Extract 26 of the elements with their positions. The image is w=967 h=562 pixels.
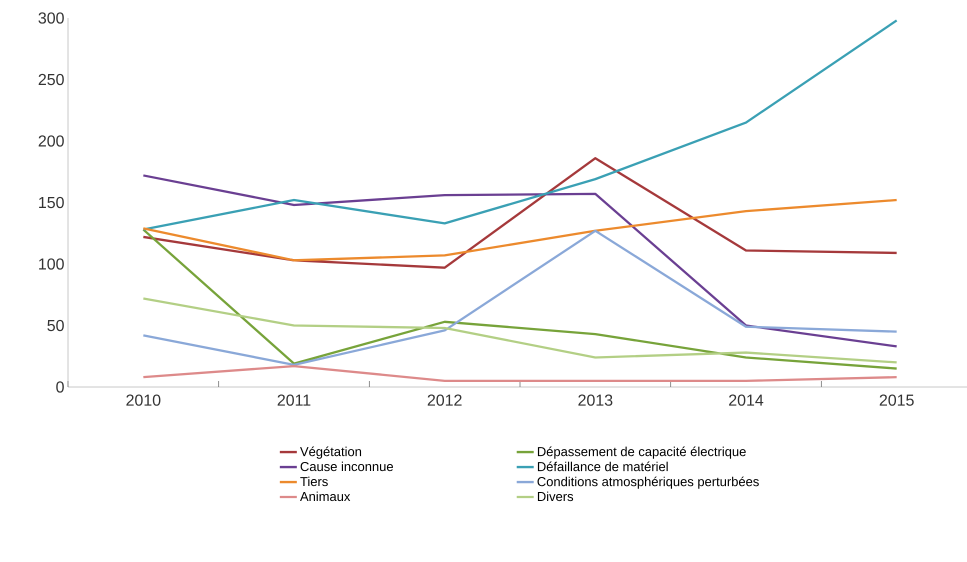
x-tick-label: 2011 (278, 394, 310, 406)
legend-label: Animaux (300, 492, 350, 502)
legend-label: Cause inconnue (300, 462, 393, 472)
legend-label: Végétation (300, 446, 362, 459)
line-series (142, 297, 898, 364)
y-tick-label: 300 (38, 12, 64, 24)
line-series (142, 174, 898, 348)
legend-label: Dépassement de capacité électrique (538, 446, 746, 459)
legend-label: Divers (538, 492, 574, 502)
x-tick-label: 2010 (126, 394, 160, 406)
legend-label: Tiers (300, 476, 328, 486)
y-tick-label: 150 (39, 196, 64, 208)
y-tick-label: 200 (38, 135, 64, 147)
y-tick-label: 0 (56, 381, 64, 393)
legend-label: Défaillance de matériel (538, 462, 668, 472)
y-tick-label: 250 (38, 74, 64, 86)
legend-label: Conditions atmosphériques perturbées (538, 476, 759, 489)
y-tick-label: 100 (39, 258, 64, 270)
x-tick-label: 2013 (578, 394, 612, 406)
x-tick-label: 2012 (428, 394, 462, 406)
y-tick-label: 50 (47, 320, 64, 332)
line-series (142, 157, 898, 269)
x-tick-label: 2014 (729, 394, 764, 406)
line-series (142, 198, 898, 262)
line-series (142, 19, 898, 231)
x-tick-label: 2015 (880, 394, 914, 406)
